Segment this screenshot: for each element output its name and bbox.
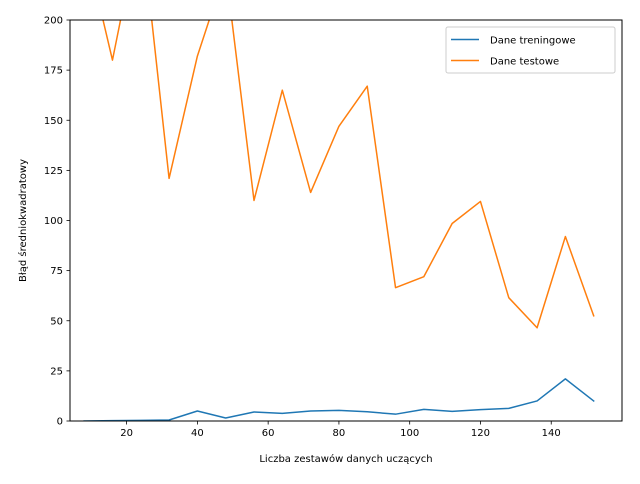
y-axis: 0 25 50 75 100 125 150 175 200 — [44, 16, 70, 428]
y-tick-label: 175 — [44, 66, 63, 77]
legend: Dane treningowe Dane testowe — [445, 26, 616, 74]
y-tick-label: 0 — [57, 417, 63, 428]
y-tick-label: 150 — [44, 116, 63, 127]
y-tick-label: 200 — [44, 16, 63, 27]
legend-label-train: Dane treningowe — [490, 36, 576, 47]
x-axis-label: Liczba zestawów danych uczących — [259, 453, 432, 465]
y-tick-label: 75 — [50, 266, 63, 277]
legend-box — [445, 26, 616, 74]
x-axis: 20 40 60 80 100 120 140 — [120, 421, 561, 439]
series-line-train — [83, 378, 595, 421]
x-tick-label: 80 — [333, 428, 346, 439]
plot-area — [70, 20, 622, 421]
y-tick-label: 25 — [50, 366, 63, 377]
series-line-test — [102, 20, 595, 329]
x-tick-label: 100 — [400, 428, 419, 439]
x-tick-label: 60 — [262, 428, 275, 439]
y-tick-label: 100 — [44, 216, 63, 227]
x-tick-label: 140 — [542, 428, 561, 439]
y-axis-label: Błąd średniokwadratowy — [17, 159, 29, 282]
y-tick-label: 50 — [50, 316, 63, 327]
legend-label-test: Dane testowe — [490, 57, 559, 68]
y-tick-label: 125 — [44, 166, 63, 177]
x-tick-label: 120 — [471, 428, 490, 439]
x-tick-label: 20 — [120, 428, 133, 439]
x-tick-label: 40 — [191, 428, 204, 439]
